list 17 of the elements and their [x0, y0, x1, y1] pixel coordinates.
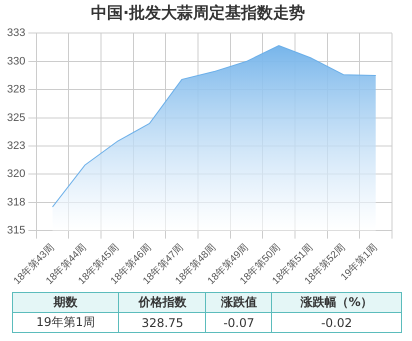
- text: 19年第1周: [12, 312, 119, 332]
- text: -0.02: [272, 312, 402, 332]
- chart-title: 中国·批发大蒜周定基指数走势: [90, 2, 306, 22]
- y-tick-label: 315: [6, 224, 26, 237]
- y-tick-label: 318: [6, 196, 26, 208]
- y-tick-label: 320: [6, 168, 26, 180]
- text: 价格指数: [118, 292, 206, 312]
- text: 涨跌幅（%）: [272, 292, 402, 312]
- text: -0.07: [206, 312, 272, 332]
- y-tick-label: 323: [6, 140, 26, 152]
- y-tick-label: 328: [6, 84, 26, 96]
- text: 328.75: [118, 312, 206, 332]
- text: 期数: [12, 292, 119, 312]
- y-tick-label: 330: [6, 55, 26, 68]
- y-tick-label: 325: [6, 112, 26, 124]
- y-tick-label: 333: [6, 27, 26, 40]
- text: 涨跌值: [206, 292, 272, 312]
